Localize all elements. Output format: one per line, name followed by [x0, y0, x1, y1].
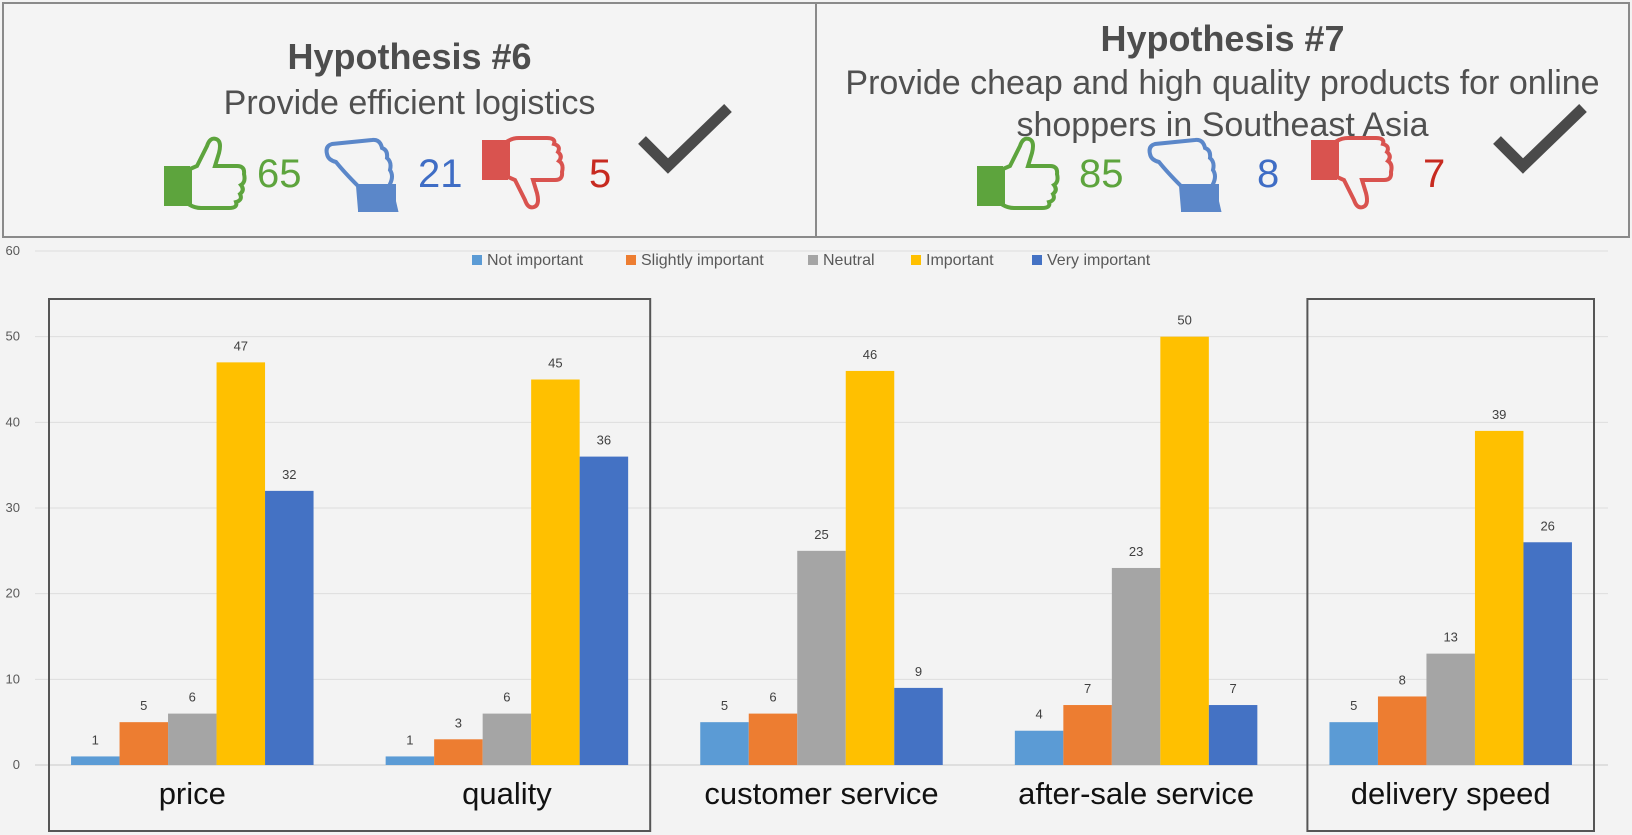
category-labels: price quality customer service after-sale s… [159, 776, 1551, 811]
thumb-sideways-icon [1147, 137, 1222, 212]
data-label: 47 [234, 338, 248, 353]
hypothesis-7-title: Hypothesis #7 [1100, 18, 1345, 59]
category-label: after-sale service [1018, 776, 1254, 811]
data-label: 6 [503, 690, 510, 705]
bar [1426, 653, 1475, 765]
category-label: delivery speed [1351, 776, 1551, 811]
thumbs-up-icon [164, 136, 247, 210]
bar [119, 722, 169, 765]
bar [797, 550, 846, 765]
data-label: 50 [1177, 313, 1191, 328]
data-label: 3 [455, 715, 462, 730]
y-tick-label: 50 [6, 329, 20, 344]
data-label: 5 [1350, 698, 1357, 713]
y-tick-label: 0 [13, 757, 20, 772]
legend-swatch [911, 255, 921, 265]
highlight-frames [48, 298, 1596, 832]
bar [748, 713, 798, 765]
hypothesis-7-disagree-count: 7 [1423, 152, 1446, 196]
bar [385, 756, 435, 765]
bar [894, 687, 943, 765]
bar [265, 490, 314, 765]
bar [845, 370, 895, 765]
bar [1111, 567, 1161, 765]
hypothesis-6-subtitle: Provide efficient logistics [223, 84, 596, 122]
data-label: 5 [140, 698, 147, 713]
bar [700, 722, 749, 765]
checkmark-icon [638, 104, 732, 174]
bar [1063, 705, 1112, 765]
bar [71, 756, 120, 765]
highlight-frame [48, 298, 652, 832]
hypothesis-6-panel: Hypothesis #6 Provide efficient logistic… [2, 2, 817, 238]
data-label: 6 [769, 690, 776, 705]
y-tick-label: 10 [6, 671, 20, 686]
category-label: customer service [704, 776, 938, 811]
hypothesis-7-agree-count: 85 [1079, 152, 1124, 196]
bar [168, 713, 217, 765]
checkmark-icon [1493, 104, 1587, 174]
bar [1377, 696, 1427, 765]
data-label: 1 [92, 732, 99, 747]
data-label: 46 [863, 347, 877, 362]
chart-legend: Not important Slightly important Neutral Im… [472, 252, 1151, 269]
thumbs-down-icon [482, 136, 565, 210]
data-label: 4 [1035, 707, 1042, 722]
bar [1329, 722, 1378, 765]
hypothesis-6-title: Hypothesis #6 [287, 36, 532, 77]
data-label: 32 [282, 467, 296, 482]
thumbs-down-icon [1311, 136, 1394, 210]
data-label: 45 [548, 356, 562, 371]
y-tick-label: 20 [6, 586, 20, 601]
data-label: 1 [406, 732, 413, 747]
data-label: 25 [814, 527, 828, 542]
data-label: 7 [1084, 681, 1091, 696]
y-tick-label: 30 [6, 500, 20, 515]
legend-swatch [808, 255, 818, 265]
bar [579, 456, 629, 765]
legend-label: Very important [1047, 252, 1151, 269]
bar [1208, 705, 1258, 765]
y-tick-label: 40 [6, 414, 20, 429]
data-label: 26 [1540, 518, 1554, 533]
legend-label: Slightly important [641, 252, 764, 269]
hypothesis-7-neutral-count: 8 [1257, 152, 1280, 196]
data-label: 9 [915, 664, 922, 679]
data-label: 36 [597, 433, 611, 448]
hypothesis-7-panel: Hypothesis #7 Provide cheap and high qua… [815, 2, 1630, 238]
data-label: 13 [1443, 630, 1457, 645]
hypothesis-6-neutral-count: 21 [418, 152, 463, 196]
data-label: 5 [721, 698, 728, 713]
legend-label: Important [926, 252, 994, 269]
category-label: quality [462, 776, 552, 811]
legend-label: Not important [487, 252, 584, 269]
bar [1014, 730, 1064, 765]
data-label: 7 [1229, 681, 1236, 696]
thumb-sideways-icon [324, 137, 399, 212]
legend-swatch [626, 255, 636, 265]
highlight-frame [1306, 298, 1596, 832]
hypothesis-6-agree-count: 65 [257, 152, 302, 196]
data-label: 23 [1129, 544, 1143, 559]
thumbs-up-icon [977, 136, 1060, 210]
bar [482, 713, 532, 765]
data-label: 8 [1399, 672, 1406, 687]
hypothesis-6-disagree-count: 5 [589, 152, 612, 196]
bar [1474, 430, 1524, 765]
data-label: 6 [189, 690, 196, 705]
data-label: 39 [1492, 407, 1506, 422]
bar [1160, 336, 1209, 765]
bar [1523, 542, 1572, 765]
bar [216, 362, 266, 765]
category-label: price [159, 776, 226, 811]
bar [531, 379, 580, 765]
legend-swatch [472, 255, 482, 265]
y-tick-label: 60 [6, 243, 20, 258]
legend-swatch [1032, 255, 1042, 265]
bar [434, 739, 483, 765]
importance-bar-chart: 0 10 20 30 40 50 60 Not important Slightly impo… [6, 243, 1608, 832]
legend-label: Neutral [823, 252, 875, 269]
